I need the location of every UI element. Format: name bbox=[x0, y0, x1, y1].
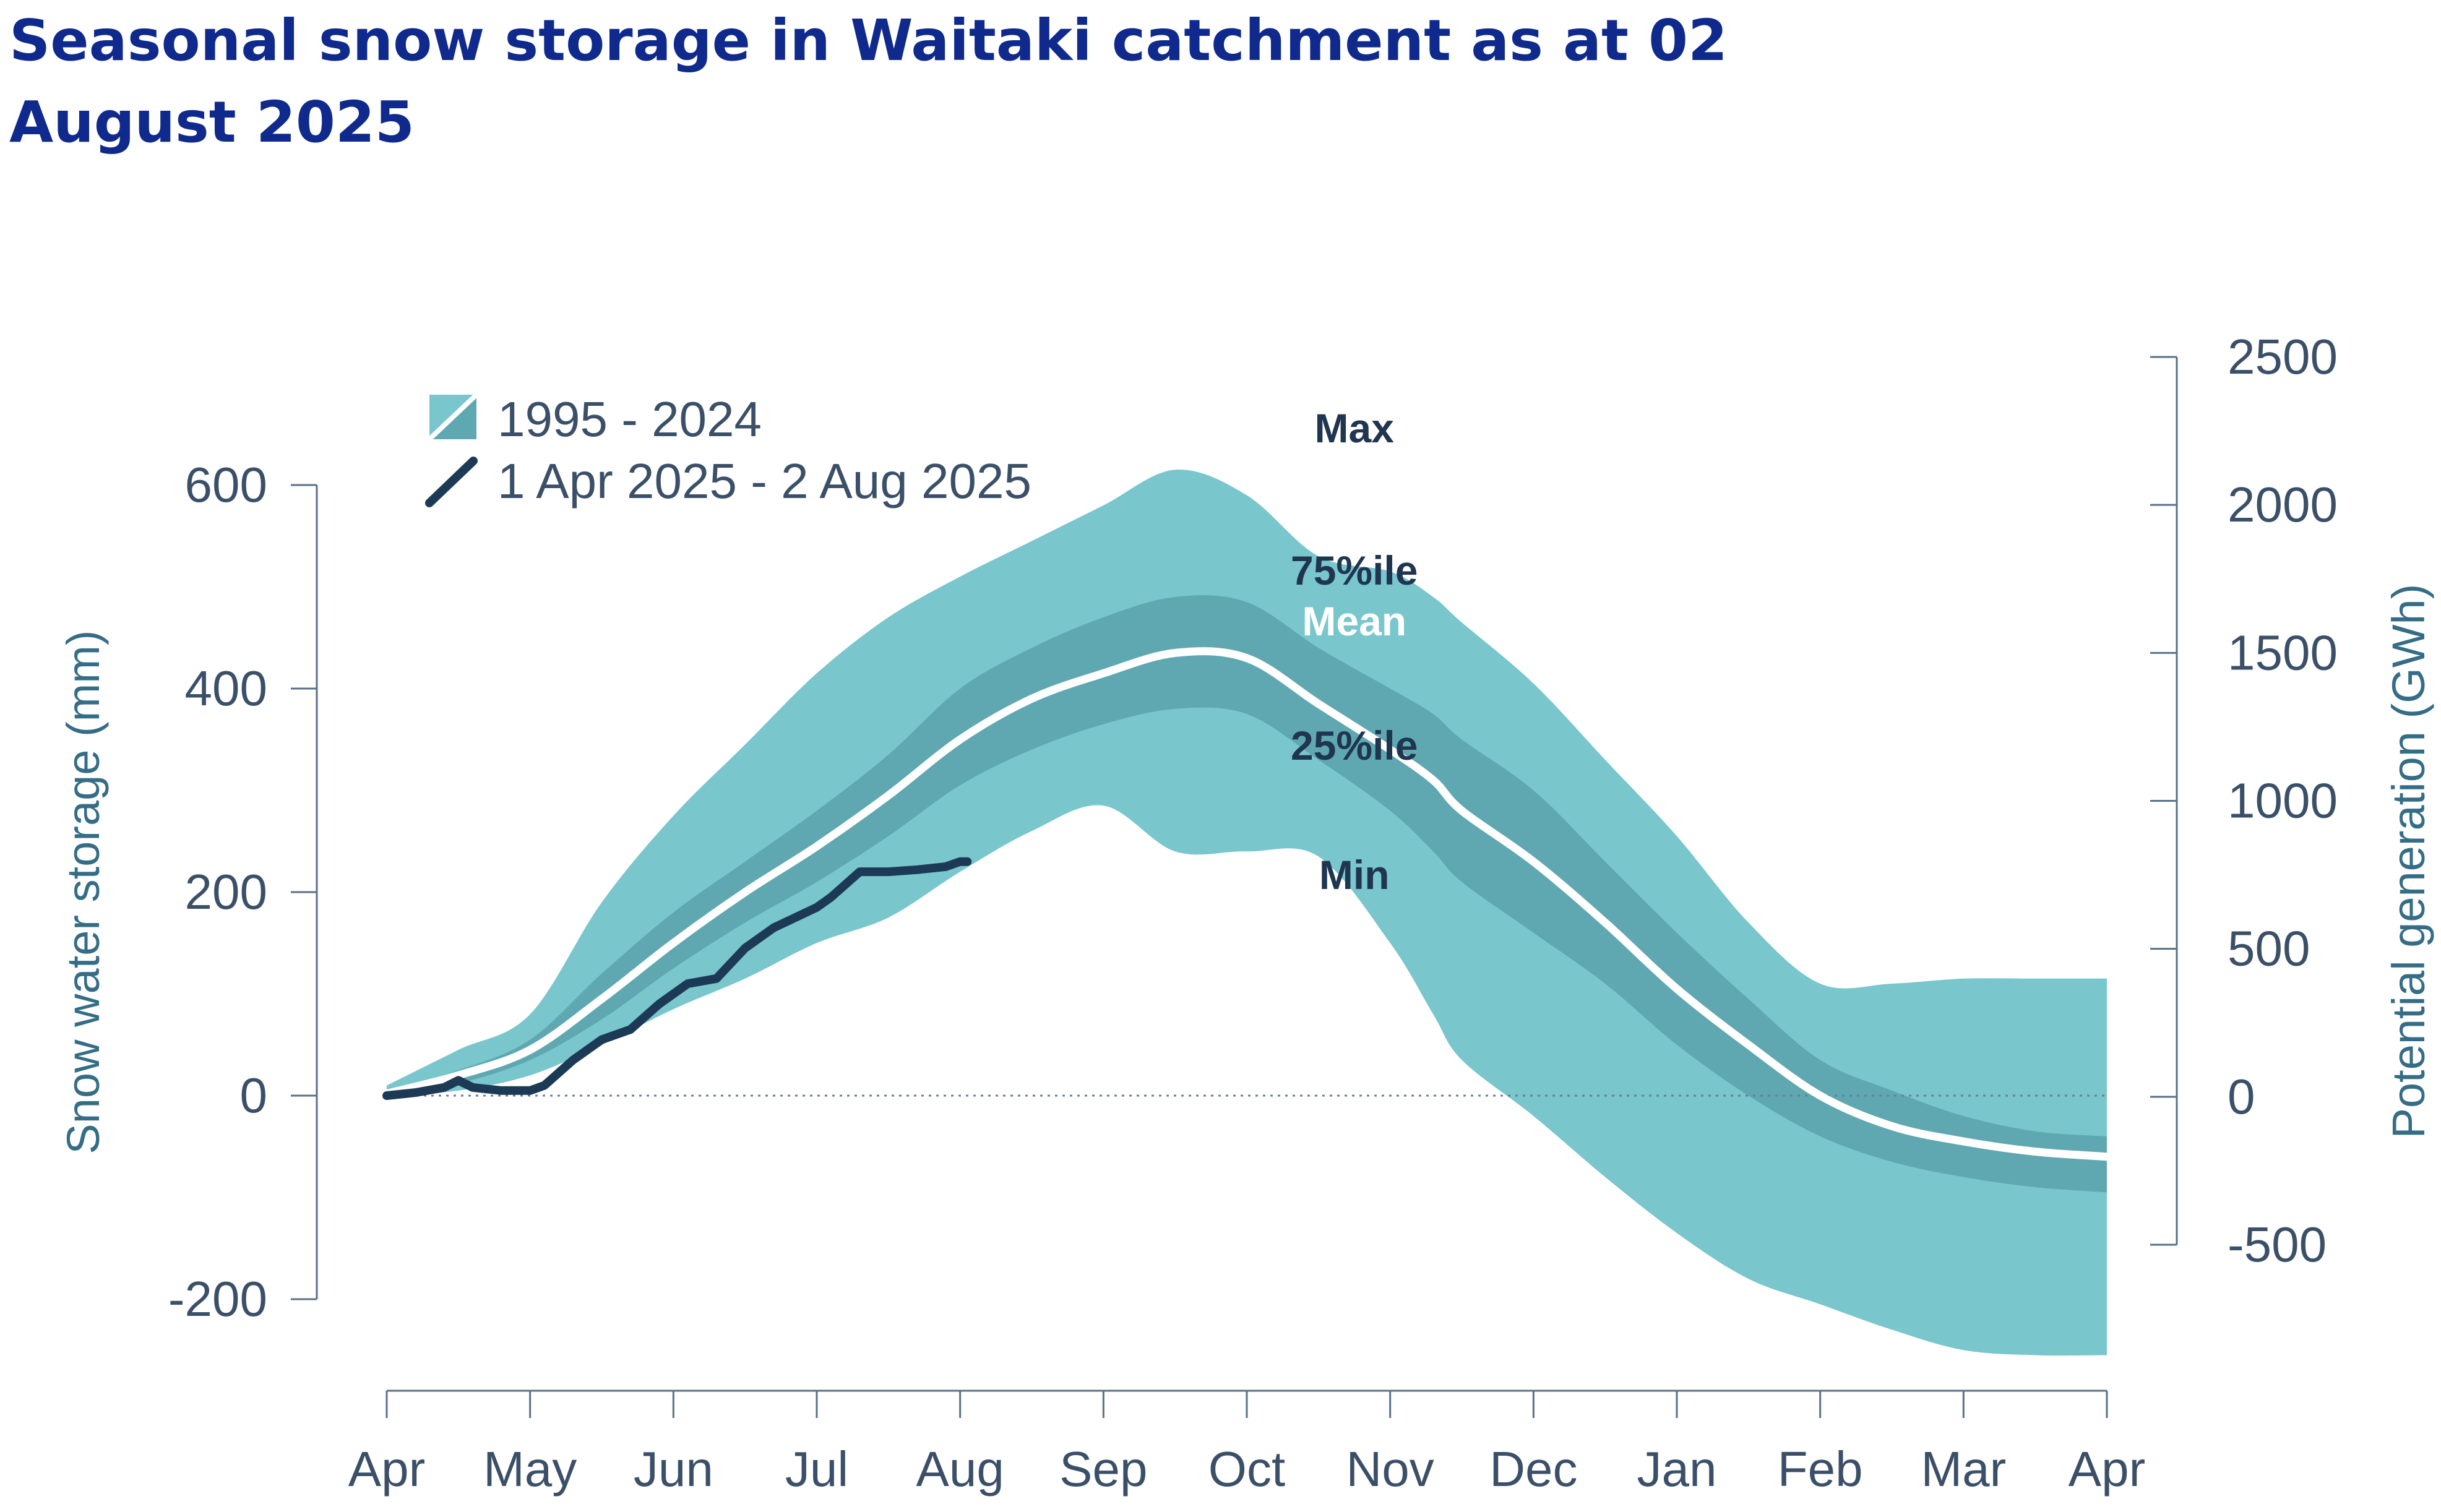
month-label: Jan bbox=[1637, 1441, 1717, 1497]
mean-line bbox=[382, 647, 2111, 1161]
month-label: Aug bbox=[916, 1441, 1004, 1497]
month-label: May bbox=[483, 1441, 577, 1497]
legend-label-band: 1995 - 2024 bbox=[497, 392, 762, 447]
month-label: Dec bbox=[1489, 1441, 1577, 1497]
month-label: Mar bbox=[1921, 1441, 2006, 1497]
left-tick-label: 400 bbox=[185, 661, 267, 716]
left-tick-label: -200 bbox=[168, 1271, 267, 1326]
annotations: Max 75%ile Mean 25%ile Min bbox=[1291, 405, 1418, 898]
annotation-25: 25%ile bbox=[1291, 723, 1418, 768]
month-label: Feb bbox=[1778, 1441, 1863, 1497]
right-tick-label: 1000 bbox=[2228, 773, 2338, 828]
month-label: Sep bbox=[1059, 1441, 1147, 1497]
page-title: Seasonal snow storage in Waitaki catchme… bbox=[9, 7, 1728, 155]
annotation-min: Min bbox=[1319, 852, 1390, 898]
month-label: Nov bbox=[1346, 1441, 1434, 1497]
axes: -200 0 200 400 600 Snow water storage (mm) -50… bbox=[58, 329, 2434, 1497]
band-25-75 bbox=[387, 595, 2107, 1193]
left-axis-title: Snow water storage (mm) bbox=[58, 630, 109, 1154]
left-tick-label: 600 bbox=[185, 457, 267, 512]
annotation-max: Max bbox=[1315, 405, 1395, 451]
legend: 1995 - 2024 1 Apr 2025 - 2 Aug 2025 bbox=[425, 392, 1031, 509]
month-label: Apr bbox=[348, 1441, 426, 1497]
band-min-max bbox=[387, 470, 2107, 1356]
right-tick-label: 2500 bbox=[2228, 329, 2338, 384]
annotation-75: 75%ile bbox=[1291, 548, 1418, 593]
month-label: Oct bbox=[1208, 1441, 1285, 1497]
right-tick-label: 0 bbox=[2228, 1069, 2255, 1124]
right-tick-label: 500 bbox=[2228, 921, 2310, 976]
current-season-line bbox=[382, 857, 972, 1100]
right-axis-title: Potential generation (GWh) bbox=[2383, 584, 2434, 1139]
legend-swatch-divider bbox=[428, 393, 478, 441]
bands bbox=[387, 470, 2107, 1356]
right-tick-label: 2000 bbox=[2228, 477, 2338, 532]
legend-label-current: 1 Apr 2025 - 2 Aug 2025 bbox=[497, 453, 1031, 509]
month-label: Jun bbox=[634, 1441, 713, 1497]
left-tick-label: 0 bbox=[240, 1068, 268, 1123]
left-tick-label: 200 bbox=[185, 864, 267, 919]
lines bbox=[382, 647, 2111, 1161]
right-tick-label: 1500 bbox=[2228, 625, 2338, 680]
right-tick-label: -500 bbox=[2228, 1217, 2327, 1272]
legend-swatch-current bbox=[425, 457, 478, 507]
month-label: Apr bbox=[2069, 1441, 2146, 1497]
month-label: Jul bbox=[785, 1441, 848, 1497]
annotation-mean: Mean bbox=[1302, 598, 1406, 644]
